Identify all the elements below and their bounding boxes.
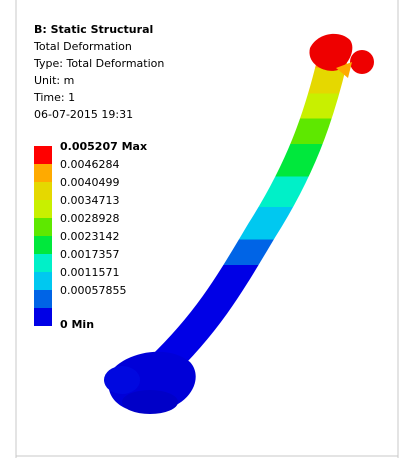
legend-label: 0.0011571 <box>60 266 120 279</box>
legend-label: 0.0017357 <box>60 248 120 261</box>
header-title: B: Static Structural <box>34 23 153 36</box>
legend-label: 0.0046284 <box>60 158 120 171</box>
header-result: Total Deformation <box>33 40 132 53</box>
legend-label: 0.0023142 <box>60 230 120 243</box>
legend-swatch <box>34 146 52 164</box>
header-time: Time: 1 <box>33 91 75 104</box>
legend-swatch <box>34 200 52 218</box>
legend-label: 0.00057855 <box>60 284 126 297</box>
legend-swatch <box>34 182 52 200</box>
header-type: Type: Total Deformation <box>33 57 164 70</box>
legend-label: 0.0028928 <box>60 212 120 225</box>
legend-swatch <box>34 164 52 182</box>
legend-swatch <box>34 290 52 308</box>
header-date: 06-07-2015 19:31 <box>34 108 133 121</box>
legend-swatch <box>34 254 52 272</box>
legend-label: 0 Min <box>60 318 94 331</box>
legend-swatch <box>34 308 52 326</box>
legend-swatch <box>34 236 52 254</box>
legend-label: 0.0040499 <box>60 176 120 189</box>
legend-label: 0.0034713 <box>60 194 120 207</box>
header-unit: Unit: m <box>34 74 74 87</box>
bone-model <box>104 33 374 414</box>
legend-swatch <box>34 218 52 236</box>
legend-label: 0.005207 Max <box>60 140 147 153</box>
legend: 0.005207 Max 0.0046284 0.0040499 0.0034713 0… <box>34 140 147 331</box>
legend-swatch <box>34 272 52 290</box>
